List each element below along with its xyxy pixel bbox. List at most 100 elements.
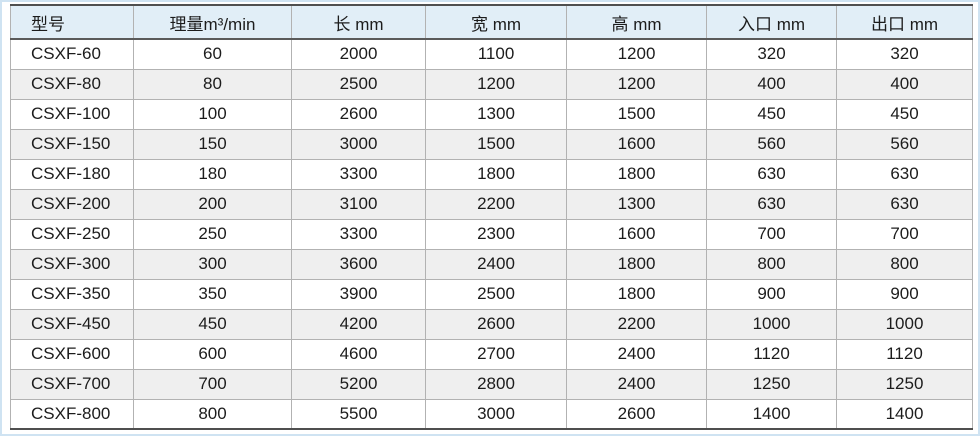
table-row: CSXF-200 200 3100 2200 1300 630 630 [10,188,973,220]
value-cell: 630 [706,188,837,220]
value-cell: 3600 [291,248,426,280]
value-cell: 450 [133,308,292,340]
model-cell: CSXF-350 [10,278,134,310]
value-cell: 1800 [566,278,707,310]
col-header-inlet: 入口 mm [706,4,837,40]
value-cell: 2400 [566,368,707,400]
value-cell: 1250 [836,368,973,400]
table-row: CSXF-800 800 5500 3000 2600 1400 1400 [10,398,973,430]
col-header-height: 高 mm [566,4,707,40]
value-cell: 300 [133,248,292,280]
value-cell: 900 [706,278,837,310]
value-cell: 2800 [425,368,567,400]
value-cell: 700 [133,368,292,400]
value-cell: 4600 [291,338,426,370]
table-row: CSXF-300 300 3600 2400 1800 800 800 [10,248,973,280]
value-cell: 250 [133,218,292,250]
value-cell: 2700 [425,338,567,370]
value-cell: 1250 [706,368,837,400]
value-cell: 800 [836,248,973,280]
model-cell: CSXF-180 [10,158,134,190]
value-cell: 600 [133,338,292,370]
table-row: CSXF-450 450 4200 2600 2200 1000 1000 [10,308,973,340]
value-cell: 630 [836,188,973,220]
value-cell: 350 [133,278,292,310]
value-cell: 4200 [291,308,426,340]
table-row: CSXF-180 180 3300 1800 1800 630 630 [10,158,973,190]
model-cell: CSXF-600 [10,338,134,370]
table-row: CSXF-250 250 3300 2300 1600 700 700 [10,218,973,250]
value-cell: 1200 [566,38,707,70]
value-cell: 2400 [425,248,567,280]
value-cell: 150 [133,128,292,160]
value-cell: 630 [836,158,973,190]
value-cell: 1800 [566,158,707,190]
value-cell: 560 [836,128,973,160]
col-header-width: 宽 mm [425,4,567,40]
value-cell: 2400 [566,338,707,370]
model-cell: CSXF-700 [10,368,134,400]
value-cell: 630 [706,158,837,190]
value-cell: 1120 [706,338,837,370]
value-cell: 2600 [291,98,426,130]
table-row: CSXF-150 150 3000 1500 1600 560 560 [10,128,973,160]
model-cell: CSXF-800 [10,398,134,430]
value-cell: 3100 [291,188,426,220]
value-cell: 3000 [291,128,426,160]
value-cell: 1800 [425,158,567,190]
table-row: CSXF-350 350 3900 2500 1800 900 900 [10,278,973,310]
value-cell: 1600 [566,128,707,160]
value-cell: 400 [706,68,837,100]
value-cell: 180 [133,158,292,190]
value-cell: 2500 [291,68,426,100]
value-cell: 1200 [425,68,567,100]
value-cell: 450 [706,98,837,130]
value-cell: 1000 [706,308,837,340]
value-cell: 450 [836,98,973,130]
value-cell: 80 [133,68,292,100]
col-header-model: 型号 [10,4,134,40]
col-header-flow: 理量m³/min [133,4,292,40]
table-row: CSXF-700 700 5200 2800 2400 1250 1250 [10,368,973,400]
value-cell: 320 [836,38,973,70]
value-cell: 60 [133,38,292,70]
col-header-outlet: 出口 mm [836,4,973,40]
value-cell: 1000 [836,308,973,340]
value-cell: 1120 [836,338,973,370]
value-cell: 700 [706,218,837,250]
model-cell: CSXF-300 [10,248,134,280]
value-cell: 2600 [566,398,707,430]
value-cell: 3900 [291,278,426,310]
value-cell: 2600 [425,308,567,340]
value-cell: 700 [836,218,973,250]
model-cell: CSXF-200 [10,188,134,220]
value-cell: 1300 [425,98,567,130]
spec-table: 型号 理量m³/min 长 mm 宽 mm 高 mm 入口 mm 出口 mm C… [10,4,973,430]
value-cell: 900 [836,278,973,310]
value-cell: 1600 [566,218,707,250]
table-row: CSXF-80 80 2500 1200 1200 400 400 [10,68,973,100]
value-cell: 5200 [291,368,426,400]
value-cell: 800 [133,398,292,430]
value-cell: 320 [706,38,837,70]
value-cell: 800 [706,248,837,280]
value-cell: 2200 [425,188,567,220]
model-cell: CSXF-80 [10,68,134,100]
table-row: CSXF-600 600 4600 2700 2400 1120 1120 [10,338,973,370]
table-row: CSXF-60 60 2000 1100 1200 320 320 [10,38,973,70]
model-cell: CSXF-250 [10,218,134,250]
value-cell: 1500 [425,128,567,160]
value-cell: 1400 [836,398,973,430]
value-cell: 2000 [291,38,426,70]
value-cell: 1100 [425,38,567,70]
value-cell: 2200 [566,308,707,340]
table-body: CSXF-60 60 2000 1100 1200 320 320 CSXF-80 80 2500… [10,38,973,430]
model-cell: CSXF-60 [10,38,134,70]
value-cell: 3000 [425,398,567,430]
col-header-length: 长 mm [291,4,426,40]
value-cell: 3300 [291,218,426,250]
value-cell: 5500 [291,398,426,430]
model-cell: CSXF-150 [10,128,134,160]
value-cell: 3300 [291,158,426,190]
